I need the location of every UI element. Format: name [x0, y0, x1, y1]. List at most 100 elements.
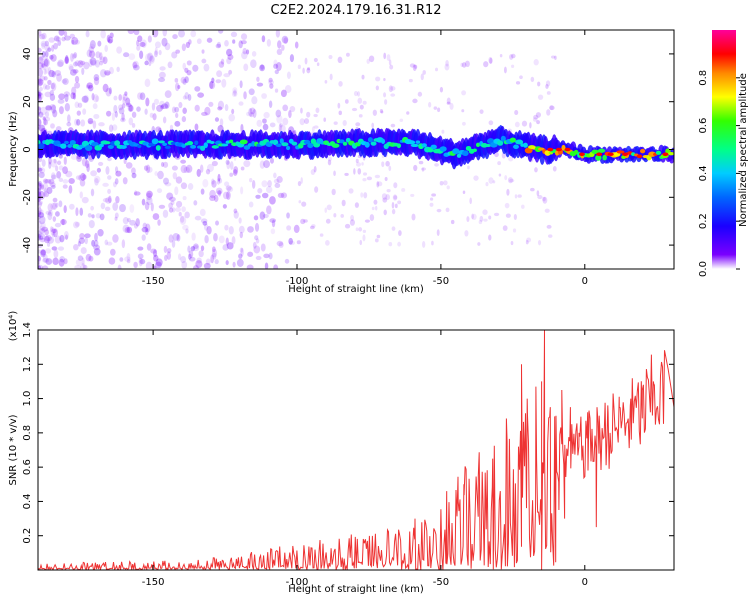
- spectrogram-speckle: [49, 54, 54, 60]
- spectrogram-speckle: [313, 113, 318, 118]
- spectrogram-speckle: [157, 219, 161, 226]
- spectrogram-speckle: [210, 254, 215, 264]
- spectrogram-speckle: [181, 116, 187, 123]
- spectrogram-speckle: [94, 59, 101, 68]
- spectrogram-speckle: [253, 215, 259, 221]
- spectrogram-speckle: [145, 228, 149, 236]
- spectrogram-speckle: [251, 96, 258, 105]
- spectrogram-speckle: [325, 218, 331, 224]
- spectrogram-speckle: [51, 104, 57, 114]
- spectrogram-speckle: [333, 121, 338, 125]
- spectrogram-speckle: [375, 76, 381, 82]
- spectrogram-band-core: [331, 143, 340, 148]
- spectrogram-speckle: [199, 164, 204, 173]
- spectrogram-speckle: [168, 234, 174, 243]
- spectrogram-speckle: [74, 60, 81, 67]
- spectrogram-speckle: [117, 264, 122, 269]
- spectrogram-speckle: [394, 203, 398, 209]
- spectrogram-speckle: [182, 196, 187, 201]
- spectrogram-speckle: [44, 116, 51, 122]
- spectrogram-band-core: [616, 150, 625, 154]
- spectrogram-speckle: [511, 64, 515, 68]
- spectrogram-speckle: [390, 123, 396, 128]
- spectrogram-speckle: [477, 242, 481, 246]
- spectrogram-speckle: [319, 233, 324, 237]
- spectrogram-band-core: [151, 138, 159, 145]
- spectrogram-speckle: [57, 40, 62, 46]
- spectrogram-speckle: [248, 108, 253, 117]
- spectrogram-speckle: [256, 82, 264, 87]
- spectrogram-speckle: [299, 118, 305, 126]
- spectrogram-speckle: [434, 163, 439, 167]
- spectrogram-speckle: [38, 56, 46, 61]
- spectrogram-speckle: [45, 210, 52, 215]
- spectrogram-speckle: [144, 165, 149, 171]
- spectrogram-band-core: [370, 141, 377, 146]
- spectrogram-speckle: [444, 63, 450, 71]
- spectrogram-speckle: [79, 232, 85, 240]
- spectrogram-speckle: [184, 67, 189, 73]
- spectrogram-speckle: [50, 54, 57, 62]
- spectrogram-speckle: [164, 101, 170, 109]
- spectrogram-speckle: [469, 197, 472, 205]
- spectrogram-speckle: [497, 161, 501, 166]
- spectrogram-band-core: [69, 140, 76, 146]
- spectrogram-speckle: [48, 161, 52, 169]
- spectrogram-speckle: [544, 208, 550, 213]
- spectrogram-speckle: [196, 257, 202, 264]
- spectrogram-speckle: [504, 202, 510, 209]
- spectrogram-band-core: [367, 137, 373, 143]
- spectrogram-speckle: [406, 111, 410, 115]
- spectrogram-speckle: [133, 191, 141, 196]
- spectrogram-speckle: [50, 158, 58, 168]
- spectrogram-speckle: [149, 55, 155, 63]
- spectrogram-peak: [607, 152, 614, 157]
- spectrogram-speckle: [152, 265, 157, 269]
- spectrogram-speckle: [41, 61, 46, 70]
- spectrogram-speckle: [178, 211, 182, 217]
- spectrogram-speckle: [256, 119, 263, 127]
- spectrogram-speckle: [418, 160, 424, 165]
- spectrogram-speckle: [373, 199, 378, 205]
- spectrogram-speckle: [449, 102, 454, 110]
- spectrogram-speckle: [261, 93, 267, 99]
- spectrogram-speckle: [197, 92, 205, 98]
- spectrogram-speckle: [162, 30, 168, 37]
- spectrogram-speckle: [282, 104, 289, 112]
- spectrogram-speckle: [74, 221, 81, 227]
- spectrogram-band-core: [181, 143, 187, 148]
- spectrogram-speckle: [337, 56, 343, 64]
- spectrogram-speckle: [104, 197, 112, 204]
- spectrogram-speckle: [124, 256, 131, 262]
- spectrogram-speckle: [194, 215, 202, 221]
- spectrogram-speckle: [255, 238, 260, 244]
- spectrogram-speckle: [51, 246, 57, 251]
- spectrogram-speckle: [521, 120, 528, 127]
- spectrogram-speckle: [227, 186, 234, 193]
- spectrogram-speckle: [311, 224, 316, 228]
- spectrogram-speckle: [77, 102, 83, 108]
- spectrogram-speckle: [172, 34, 178, 40]
- spectrogram-speckle: [79, 179, 86, 187]
- spectrogram-speckle: [128, 117, 134, 126]
- spectrogram-speckle: [43, 76, 48, 81]
- y-tick-label: 0.6: [22, 459, 33, 475]
- spectrogram-speckle: [289, 54, 295, 63]
- spectrogram-speckle: [43, 117, 47, 126]
- spectrogram-speckle: [286, 71, 291, 80]
- spectrogram-speckle: [72, 92, 77, 100]
- spectrogram-speckle: [88, 46, 95, 53]
- spectrogram-speckle: [259, 64, 266, 72]
- spectrogram-speckle: [47, 47, 52, 52]
- spectrogram-speckle: [38, 180, 42, 186]
- spectrogram-band-core: [364, 141, 370, 148]
- spectrogram-speckle: [152, 113, 157, 121]
- spectrogram-speckle: [545, 80, 551, 87]
- spectrogram-band-core: [439, 146, 447, 152]
- spectrogram-speckle: [185, 164, 193, 173]
- spectrogram-speckle: [530, 187, 535, 192]
- spectrogram-speckle: [224, 181, 230, 187]
- snr-series-line: [38, 330, 674, 570]
- spectrogram-speckle: [537, 240, 542, 246]
- spectrogram-speckle: [44, 50, 49, 60]
